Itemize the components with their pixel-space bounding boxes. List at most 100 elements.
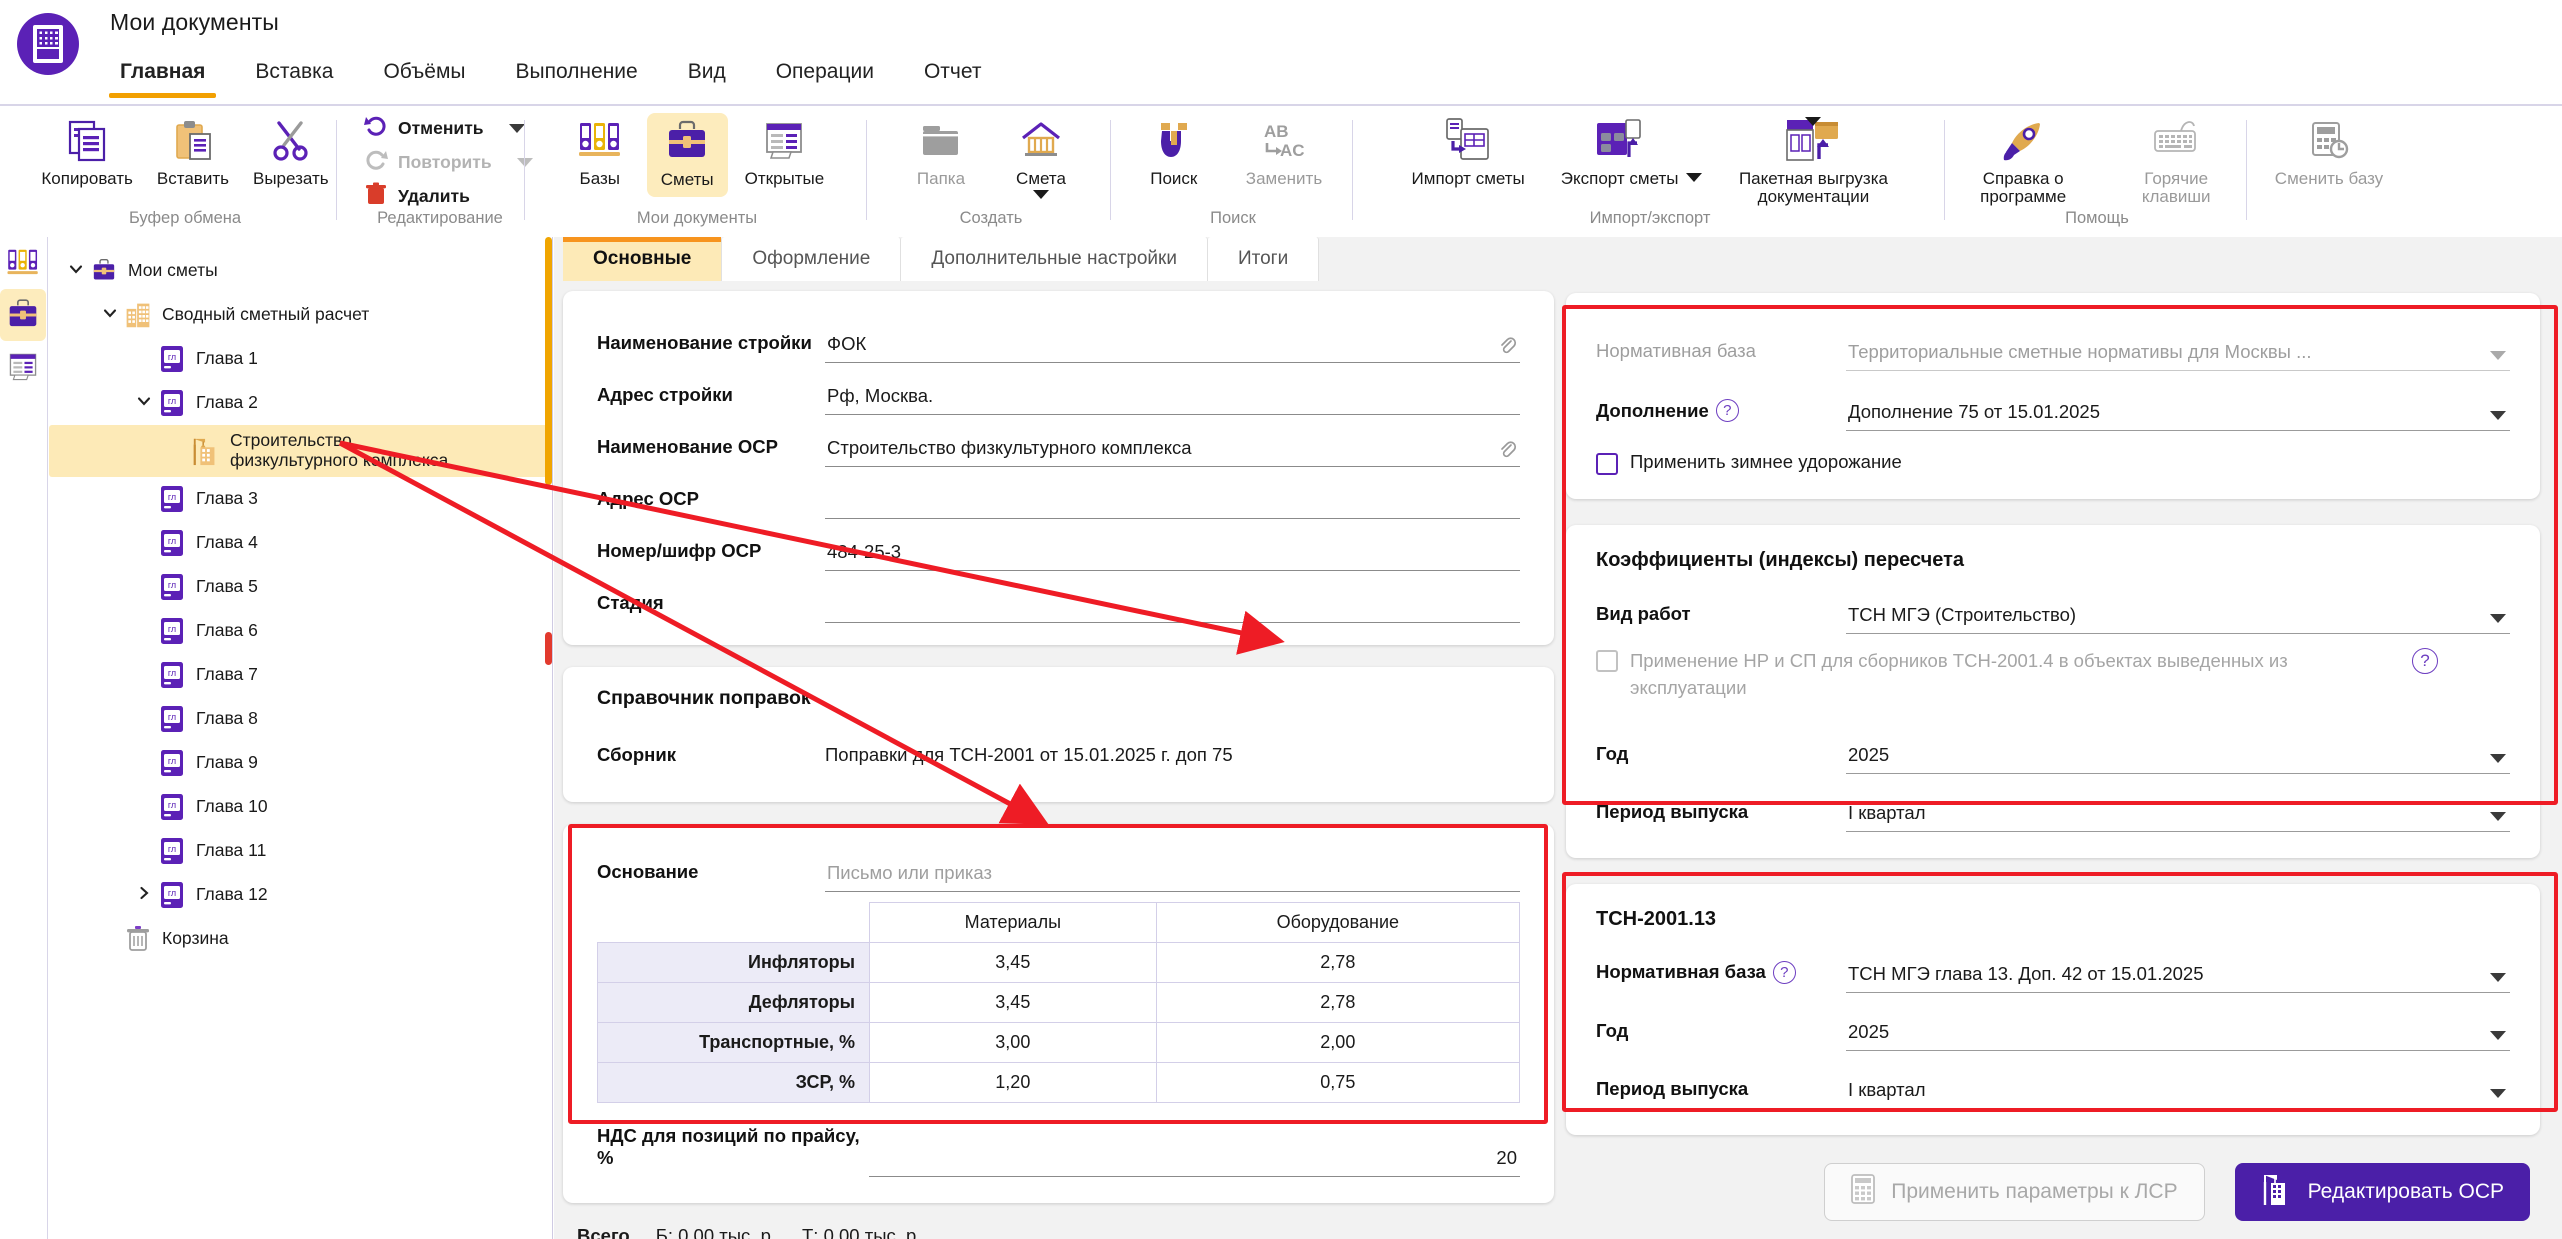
- tree-item[interactable]: гл Глава 4: [49, 521, 552, 565]
- search-button[interactable]: Поиск: [1135, 113, 1213, 188]
- help-icon[interactable]: ?: [2412, 648, 2438, 674]
- field-input[interactable]: [825, 592, 1520, 623]
- table-cell-equipment[interactable]: 2,00: [1155, 1022, 1521, 1063]
- supplement-select[interactable]: Дополнение 75 от 15.01.2025: [1846, 400, 2510, 431]
- tree-item[interactable]: гл Глава 9: [49, 741, 552, 785]
- tsn-year-select[interactable]: 2025: [1846, 1020, 2510, 1051]
- help-icon[interactable]: ?: [1772, 960, 1796, 984]
- ribbon-tab-0[interactable]: Главная: [95, 52, 230, 98]
- chevron-down-icon[interactable]: [2490, 351, 2506, 360]
- rail-item-opened[interactable]: [0, 341, 46, 393]
- basis-input[interactable]: Письмо или приказ: [825, 861, 1520, 892]
- ribbon-tab-6[interactable]: Отчет: [923, 60, 982, 83]
- tree-item[interactable]: Строительство физкультурного комплекса: [49, 425, 552, 477]
- chevron-down-icon[interactable]: [1686, 173, 1703, 183]
- cut-button[interactable]: Вырезать: [244, 113, 338, 188]
- corrections-field-value[interactable]: Поправки для ТСН-2001 от 15.01.2025 г. д…: [825, 744, 1233, 765]
- tree-item[interactable]: гл Глава 12: [49, 873, 552, 917]
- edit-osr-button[interactable]: Редактировать ОСР: [2234, 1163, 2530, 1221]
- tree-item[interactable]: гл Глава 8: [49, 697, 552, 741]
- undo-button[interactable]: Отменить: [359, 113, 529, 144]
- table-cell-materials[interactable]: 3,45: [869, 982, 1157, 1023]
- tree-scrollbar[interactable]: [545, 237, 552, 1239]
- content-tab-3[interactable]: Итоги: [1207, 237, 1320, 281]
- ribbon-tab-2[interactable]: Объёмы: [383, 60, 466, 83]
- tree-item[interactable]: гл Глава 1: [49, 337, 552, 381]
- chevron-down-icon[interactable]: [97, 305, 123, 326]
- new-estimate-button[interactable]: Смета: [1002, 113, 1080, 200]
- chevron-down-icon[interactable]: [2490, 1088, 2506, 1098]
- table-cell-equipment[interactable]: 0,75: [1155, 1062, 1521, 1103]
- year-select[interactable]: 2025: [1846, 743, 2510, 774]
- chevron-down-icon[interactable]: [1033, 190, 1049, 200]
- np-sp-checkbox-row[interactable]: Применение НР и СП для сборников ТСН-200…: [1596, 648, 2510, 702]
- chevron-down-icon[interactable]: [1805, 117, 1822, 126]
- vat-value[interactable]: 20: [869, 1147, 1520, 1177]
- tree-item[interactable]: гл Глава 3: [49, 477, 552, 521]
- ribbon-tab-4[interactable]: Вид: [687, 60, 726, 83]
- opened-button[interactable]: Открытые: [736, 113, 834, 188]
- field-input[interactable]: ФОК: [825, 332, 1520, 363]
- attachment-icon[interactable]: [1498, 440, 1518, 460]
- chevron-down-icon[interactable]: [2490, 1030, 2506, 1040]
- tsn-period-select[interactable]: I квартал: [1846, 1078, 2510, 1109]
- table-cell-equipment[interactable]: 2,78: [1155, 982, 1521, 1023]
- tree-item[interactable]: Корзина: [49, 917, 552, 961]
- chevron-down-icon[interactable]: [2490, 811, 2506, 821]
- redo-button[interactable]: Повторить: [359, 147, 537, 178]
- winter-checkbox[interactable]: [1596, 453, 1618, 475]
- estimates-button[interactable]: Сметы: [646, 113, 728, 198]
- scrollbar-thumb[interactable]: [545, 237, 552, 485]
- tree-item[interactable]: гл Глава 7: [49, 653, 552, 697]
- ribbon-tab-3[interactable]: Выполнение: [515, 60, 638, 83]
- chevron-down-icon[interactable]: [2490, 614, 2506, 623]
- replace-button[interactable]: AB AC Заменить: [1237, 113, 1331, 188]
- export-estimate-button[interactable]: Экспорт сметы: [1552, 113, 1712, 188]
- tree-item[interactable]: Сводный сметный расчет: [49, 293, 552, 337]
- change-base-button[interactable]: Сменить базу: [2266, 113, 2392, 188]
- tree-item[interactable]: гл Глава 6: [49, 609, 552, 653]
- tree-item[interactable]: гл Глава 10: [49, 785, 552, 829]
- rail-item-estimates[interactable]: [0, 289, 46, 341]
- table-cell-materials[interactable]: 3,00: [869, 1022, 1157, 1063]
- bases-button[interactable]: Базы: [561, 113, 639, 188]
- norm-base-select[interactable]: Территориальные сметные нормативы для Мо…: [1846, 340, 2510, 371]
- field-input[interactable]: [825, 488, 1520, 519]
- table-cell-equipment[interactable]: 2,78: [1155, 942, 1521, 983]
- batch-export-button[interactable]: Пакетная выгрузка документации: [1729, 113, 1897, 206]
- chevron-down-icon[interactable]: [2490, 753, 2506, 763]
- ribbon-tab-1[interactable]: Вставка: [255, 60, 334, 83]
- ribbon-tab-5[interactable]: Операции: [775, 60, 874, 83]
- chevron-down-icon[interactable]: [131, 393, 157, 414]
- winter-checkbox-row[interactable]: Применить зимнее удорожание: [1596, 451, 2510, 475]
- tsn-norm-base-select[interactable]: ТСН МГЭ глава 13. Доп. 42 от 15.01.2025: [1846, 962, 2510, 993]
- chevron-down-icon[interactable]: [63, 261, 89, 282]
- apply-params-button[interactable]: Применить параметры к ЛСР: [1824, 1163, 2205, 1221]
- tree-item[interactable]: гл Глава 11: [49, 829, 552, 873]
- chevron-down-icon[interactable]: [508, 124, 525, 133]
- field-input[interactable]: 484-25-3: [825, 540, 1520, 571]
- delete-button[interactable]: Удалить: [359, 181, 474, 212]
- import-estimate-button[interactable]: Импорт сметы: [1403, 113, 1534, 188]
- np-sp-checkbox[interactable]: [1596, 650, 1618, 672]
- tree-item[interactable]: гл Глава 5: [49, 565, 552, 609]
- new-folder-button[interactable]: Папка: [902, 113, 980, 188]
- chevron-down-icon[interactable]: [2490, 411, 2506, 420]
- hotkeys-button[interactable]: Горячие клавиши: [2110, 113, 2242, 206]
- tree-item[interactable]: гл Глава 2: [49, 381, 552, 425]
- field-input[interactable]: Рф, Москва.: [825, 384, 1520, 415]
- rail-item-bases[interactable]: [0, 237, 46, 289]
- help-icon[interactable]: ?: [1715, 399, 1739, 422]
- chevron-right-icon[interactable]: [131, 885, 157, 906]
- table-cell-materials[interactable]: 1,20: [869, 1062, 1157, 1103]
- work-type-select[interactable]: ТСН МГЭ (Строительство): [1846, 603, 2510, 634]
- table-cell-materials[interactable]: 3,45: [869, 942, 1157, 983]
- paste-button[interactable]: Вставить: [148, 113, 238, 188]
- period-select[interactable]: I квартал: [1846, 801, 2510, 832]
- content-tab-0[interactable]: Основные: [563, 237, 723, 281]
- about-program-button[interactable]: Справка о программе: [1952, 113, 2094, 206]
- content-tab-1[interactable]: Оформление: [722, 237, 902, 281]
- copy-button[interactable]: Копировать: [32, 113, 142, 188]
- chevron-down-icon[interactable]: [2490, 972, 2506, 982]
- attachment-icon[interactable]: [1498, 336, 1518, 356]
